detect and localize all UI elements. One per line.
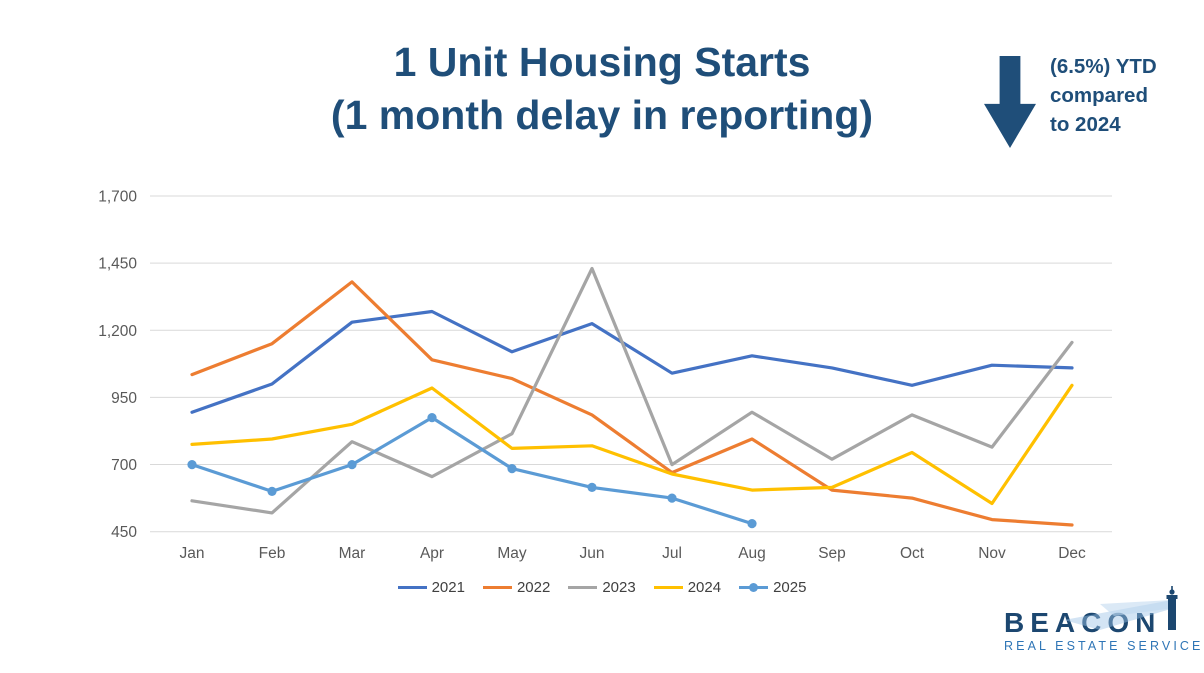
legend-marker-dot [749, 583, 759, 592]
x-tick-label: Jan [180, 545, 205, 562]
legend-label-2022: 2022 [516, 579, 551, 596]
series-2022-line [190, 280, 1074, 527]
series-2025-marker [267, 486, 277, 496]
x-tick-label: Feb [259, 545, 286, 562]
beacon-logo: BEACON REAL ESTATE SERVICES [1004, 586, 1204, 653]
legend-label-2021: 2021 [431, 579, 465, 596]
y-tick-label: 1,200 [98, 323, 137, 340]
y-tick-label: 1,450 [98, 256, 137, 273]
x-tick-label: Oct [900, 545, 925, 562]
series-2025-marker [747, 519, 757, 529]
legend-label-2023: 2023 [602, 579, 636, 596]
logo-subtitle: REAL ESTATE SERVICES [1004, 639, 1204, 653]
x-tick-label: Sep [818, 545, 846, 562]
legend-item-2021: 2021 [397, 579, 465, 596]
ytd-line-1: (6.5%) YTD [1050, 55, 1157, 78]
ytd-callout: (6.5%) YTD compared to 2024 [984, 52, 1157, 148]
x-tick-label: Apr [420, 545, 444, 562]
x-tick-label: Dec [1058, 545, 1086, 562]
logo-name: BEACON [1004, 607, 1162, 638]
x-tick-label: May [497, 545, 527, 562]
series-2025-marker [667, 493, 677, 503]
legend-item-2024: 2024 [653, 579, 722, 596]
ytd-callout-text: (6.5%) YTD compared to 2024 [1050, 52, 1157, 148]
series-2025-marker [587, 482, 597, 492]
series-2025-line [190, 416, 754, 526]
series-2023-line [190, 266, 1074, 515]
legend-swatch-2025 [739, 583, 769, 592]
legend-swatch-2024 [653, 586, 683, 589]
x-tick-label: Jun [580, 545, 605, 562]
series-2025-marker [347, 460, 357, 470]
series-2025-marker [187, 460, 197, 470]
x-tick-label: Nov [978, 545, 1006, 562]
x-tick-label: Aug [738, 545, 766, 562]
x-tick-label: Mar [339, 545, 366, 562]
y-tick-label: 450 [111, 524, 137, 541]
series-2025-marker [507, 464, 517, 474]
series-2025-marker [427, 413, 437, 423]
legend-item-2023: 2023 [568, 579, 636, 596]
series-2021-line [190, 309, 1074, 414]
legend-swatch-2021 [397, 586, 427, 589]
legend-label-2025: 2025 [773, 579, 807, 596]
legend-swatch-2022 [482, 586, 512, 589]
y-tick-label: 700 [111, 457, 137, 474]
legend-item-2022: 2022 [482, 579, 551, 596]
housing-starts-line-chart: 450 700 950 1,200 1,450 1,700 Jan Feb Mar Apr May J… [98, 189, 1112, 562]
series-2024-line [190, 383, 1074, 506]
down-arrow-icon [984, 56, 1036, 148]
page-title: 1 Unit Housing Starts (1 month delay in … [0, 36, 1204, 142]
y-tick-label: 950 [111, 390, 137, 407]
legend-item-2025: 2025 [739, 579, 806, 596]
x-tick-label: Jul [662, 545, 682, 562]
ytd-line-3: to 2024 [1050, 113, 1121, 136]
page-title-line2: (1 month delay in reporting) [330, 92, 874, 138]
chart-legend: 2021 2022 2023 2024 2025 [0, 579, 1204, 596]
legend-label-2024: 2024 [687, 579, 722, 596]
page-title-line1: 1 Unit Housing Starts [393, 39, 811, 85]
y-tick-label: 1,700 [98, 189, 137, 206]
ytd-line-2: compared [1050, 84, 1148, 107]
legend-swatch-2023 [568, 586, 598, 589]
